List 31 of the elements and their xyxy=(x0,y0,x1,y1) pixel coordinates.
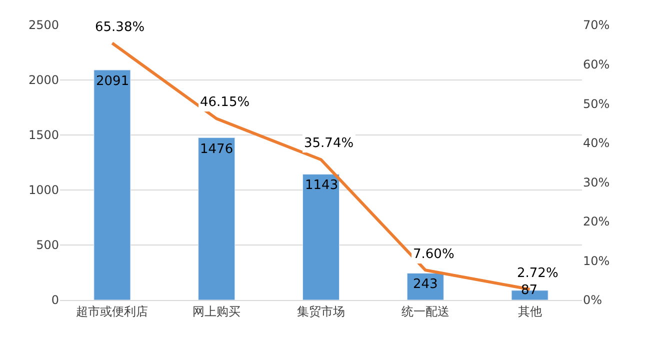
data-label: 1476 xyxy=(200,142,234,157)
x-tick-label: 其他 xyxy=(518,304,542,318)
y2-tick-label: 50% xyxy=(583,96,610,111)
y-tick-label: 1000 xyxy=(28,183,59,198)
y2-tick-label: 30% xyxy=(583,175,610,190)
data-label: 46.15% xyxy=(200,95,250,110)
bar xyxy=(302,174,340,300)
y2-tick-label: 60% xyxy=(583,57,610,72)
data-label: 35.74% xyxy=(304,136,354,151)
bar xyxy=(94,70,131,300)
data-label: 2.72% xyxy=(517,266,558,281)
data-label: 7.60% xyxy=(413,247,454,262)
x-tick-label: 集贸市场 xyxy=(297,304,345,318)
data-label: 65.38% xyxy=(95,20,145,35)
y-tick-label: 2000 xyxy=(28,73,59,88)
y2-tick-label: 20% xyxy=(583,214,610,229)
y-tick-label: 0 xyxy=(51,293,59,308)
y-tick-label: 500 xyxy=(36,238,59,252)
y2-tick-label: 10% xyxy=(583,254,610,268)
data-label: 1143 xyxy=(305,178,338,193)
y-tick-label: 1500 xyxy=(28,128,59,142)
y2-tick-label: 0% xyxy=(583,293,602,308)
y2-tick-label: 40% xyxy=(583,136,610,150)
data-label: 243 xyxy=(413,277,438,292)
x-tick-label: 超市或便利店 xyxy=(76,304,148,318)
x-tick-label: 统一配送 xyxy=(401,304,450,318)
y2-tick-label: 70% xyxy=(583,18,610,32)
x-tick-label: 网上购买 xyxy=(192,304,241,318)
data-label: 2091 xyxy=(96,74,130,89)
y-tick-label: 2500 xyxy=(28,18,59,32)
bar xyxy=(198,137,236,300)
